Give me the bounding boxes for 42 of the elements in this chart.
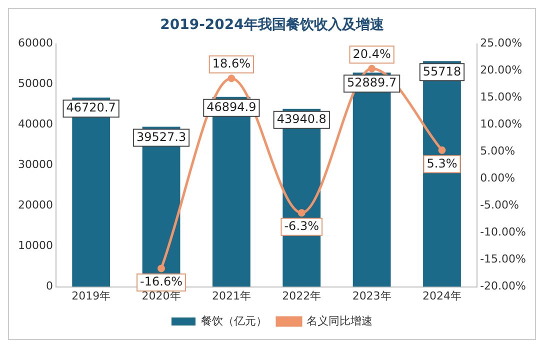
data-label: -16.6% bbox=[140, 274, 182, 289]
point bbox=[298, 209, 306, 217]
x-tick-label: 2019年 bbox=[72, 289, 111, 302]
x-tick-label: 2020年 bbox=[142, 289, 181, 302]
y-tick-label: 20000 bbox=[18, 198, 53, 212]
data-label: 52889.7 bbox=[347, 76, 397, 90]
chart-title: 2019-2024年我国餐饮收入及增速 bbox=[160, 17, 385, 34]
y2-tick-label: 20.00% bbox=[480, 64, 522, 77]
data-label: 55718 bbox=[422, 64, 462, 78]
y-tick-label: 10000 bbox=[18, 239, 53, 252]
y2-tick-label: -20.00% bbox=[480, 280, 526, 293]
data-label: 18.6% bbox=[212, 56, 251, 70]
data-label: 20.4% bbox=[352, 46, 391, 61]
y2-tick-label: 5.00% bbox=[480, 144, 516, 158]
data-label: -6.3% bbox=[284, 218, 320, 233]
x-tick-label: 2022年 bbox=[282, 289, 322, 302]
y2-tick-label: 25.00% bbox=[480, 36, 522, 50]
y-tick-label: 50000 bbox=[18, 77, 53, 90]
data-label: 39527.3 bbox=[136, 130, 186, 144]
point bbox=[438, 146, 446, 154]
data-label: 46720.7 bbox=[66, 100, 116, 115]
y2-tick-label: 10.00% bbox=[480, 118, 522, 131]
y-tick-label: 0 bbox=[46, 280, 53, 293]
data-label: 43940.8 bbox=[276, 112, 326, 126]
x-tick-label: 2024年 bbox=[422, 289, 462, 302]
point bbox=[368, 64, 376, 72]
y2-tick-label: -10.00% bbox=[480, 226, 526, 239]
y-tick-label: 60000 bbox=[18, 36, 53, 50]
y-tick-label: 30000 bbox=[18, 158, 53, 172]
y2-tick-label: 15.00% bbox=[480, 90, 522, 104]
y-tick-label: 40000 bbox=[18, 118, 53, 131]
point bbox=[158, 264, 166, 272]
point bbox=[228, 74, 236, 82]
y2-tick-label: -5.00% bbox=[480, 198, 520, 212]
x-tick-label: 2021年 bbox=[212, 289, 251, 302]
x-tick-label: 2023年 bbox=[352, 289, 392, 302]
data-label: 5.3% bbox=[426, 156, 458, 170]
y2-tick-label: 0.00% bbox=[480, 172, 516, 185]
data-label: 46894.9 bbox=[206, 100, 256, 114]
legend-label: 名义同比增速 bbox=[306, 314, 372, 328]
legend-label: 餐饮（亿元） bbox=[201, 314, 267, 328]
y2-tick-label: -15.00% bbox=[480, 252, 526, 266]
